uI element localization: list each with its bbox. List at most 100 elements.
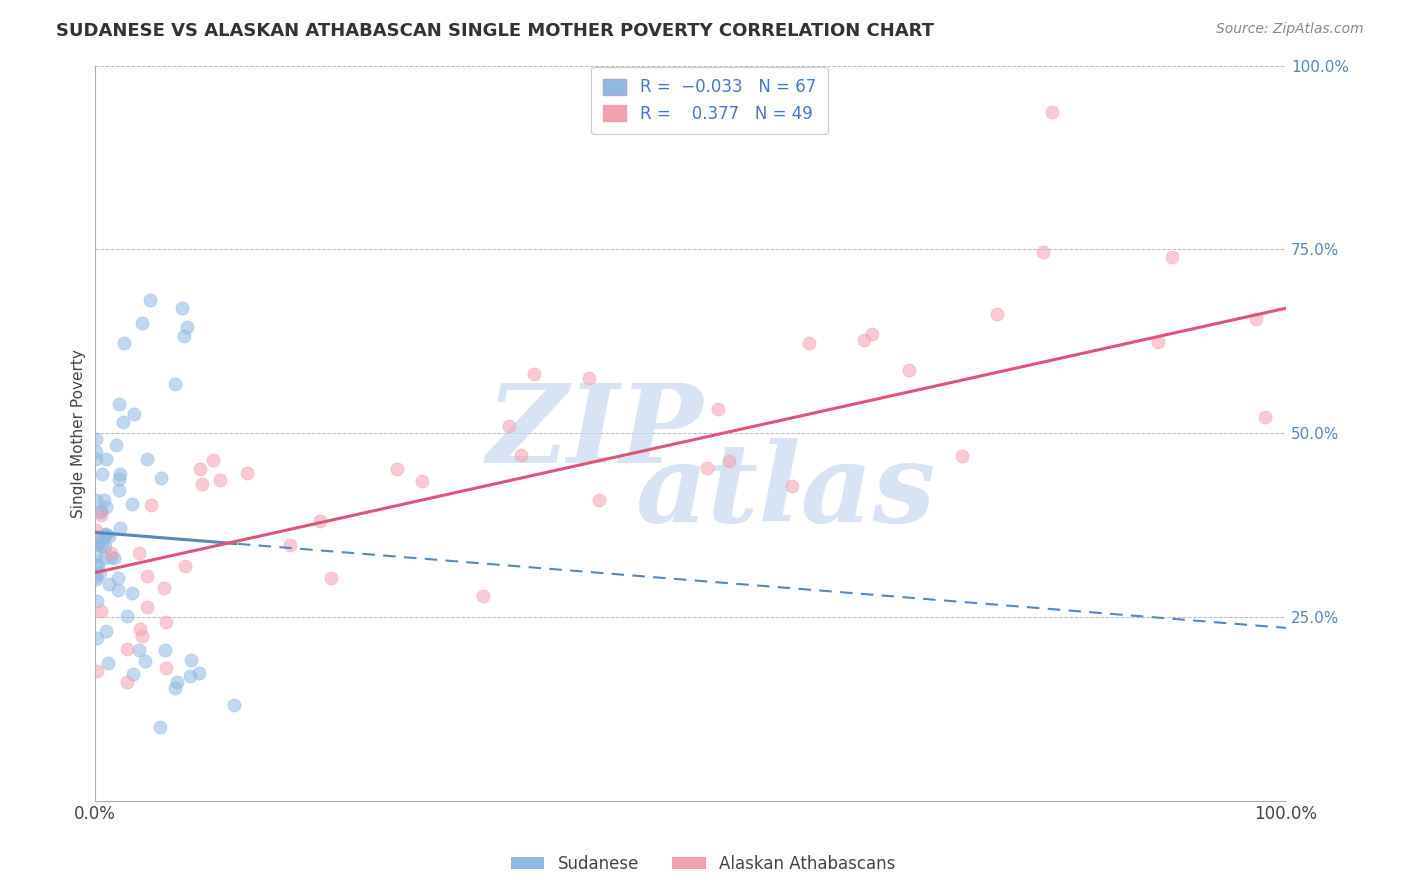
Point [1040, 105, 1063, 120]
Text: ZIP: ZIP [486, 379, 703, 487]
Point [707, 402, 730, 417]
Point [853, 334, 876, 348]
Point [94, 539, 117, 553]
Point [173, 329, 195, 343]
Point [411, 474, 433, 488]
Point [98, 577, 121, 591]
Point [278, 538, 301, 552]
Point [121, 497, 143, 511]
Text: SUDANESE VS ALASKAN ATHABASCAN SINGLE MOTHER POVERTY CORRELATION CHART: SUDANESE VS ALASKAN ATHABASCAN SINGLE MO… [56, 22, 934, 40]
Point [208, 473, 231, 487]
Point [187, 666, 209, 681]
Point [510, 448, 533, 462]
Point [84, 533, 107, 548]
Point [780, 478, 803, 492]
Point [131, 630, 153, 644]
Point [100, 549, 122, 564]
Y-axis label: Single Mother Poverty: Single Mother Poverty [72, 349, 86, 517]
Point [236, 466, 259, 480]
Point [141, 498, 163, 512]
Point [86, 631, 108, 645]
Point [172, 301, 194, 316]
Point [93, 551, 115, 566]
Point [121, 585, 143, 599]
Point [90, 504, 112, 518]
Point [696, 461, 718, 475]
Point [134, 653, 156, 667]
Point [87, 537, 110, 551]
Point [155, 615, 177, 629]
Point [155, 661, 177, 675]
Point [90, 508, 112, 522]
Point [578, 371, 600, 385]
Point [87, 537, 110, 551]
Point [93, 528, 115, 542]
Point [176, 319, 198, 334]
Point [588, 492, 610, 507]
Point [224, 698, 246, 713]
Text: atlas: atlas [636, 438, 936, 546]
Point [115, 674, 138, 689]
Point [1160, 250, 1182, 264]
Point [108, 467, 131, 482]
Point [94, 624, 117, 638]
Point [950, 450, 973, 464]
Point [472, 590, 495, 604]
Point [122, 407, 145, 421]
Point [84, 432, 107, 446]
Point [107, 471, 129, 485]
Point [128, 643, 150, 657]
Point [87, 531, 110, 545]
Point [117, 641, 139, 656]
Legend: R =  −0.033   N = 67, R =    0.377   N = 49: R = −0.033 N = 67, R = 0.377 N = 49 [592, 67, 828, 135]
Point [498, 419, 520, 434]
Point [191, 477, 214, 491]
Point [138, 293, 160, 308]
Point [89, 505, 111, 519]
Point [1244, 312, 1267, 326]
Point [523, 368, 546, 382]
Point [149, 720, 172, 734]
Point [100, 546, 122, 560]
Point [107, 396, 129, 410]
Point [107, 582, 129, 597]
Point [84, 569, 107, 583]
Point [91, 539, 114, 553]
Point [84, 493, 107, 508]
Point [174, 558, 197, 573]
Point [188, 461, 211, 475]
Point [129, 622, 152, 636]
Point [166, 675, 188, 690]
Point [897, 363, 920, 377]
Point [103, 550, 125, 565]
Point [84, 549, 107, 563]
Point [98, 529, 121, 543]
Point [860, 326, 883, 341]
Point [112, 335, 135, 350]
Point [321, 571, 343, 585]
Point [179, 668, 201, 682]
Point [152, 581, 174, 595]
Point [153, 642, 176, 657]
Point [89, 566, 111, 580]
Point [131, 316, 153, 330]
Point [799, 335, 821, 350]
Point [94, 528, 117, 542]
Point [150, 471, 173, 485]
Point [135, 452, 157, 467]
Point [718, 454, 741, 468]
Point [84, 558, 107, 572]
Point [90, 467, 112, 482]
Point [104, 438, 127, 452]
Point [308, 514, 330, 528]
Legend: Sudanese, Alaskan Athabascans: Sudanese, Alaskan Athabascans [505, 848, 901, 880]
Point [94, 500, 117, 515]
Point [84, 523, 107, 537]
Point [84, 572, 107, 586]
Point [135, 569, 157, 583]
Point [165, 377, 187, 392]
Point [93, 492, 115, 507]
Point [107, 483, 129, 497]
Point [90, 604, 112, 618]
Point [107, 571, 129, 585]
